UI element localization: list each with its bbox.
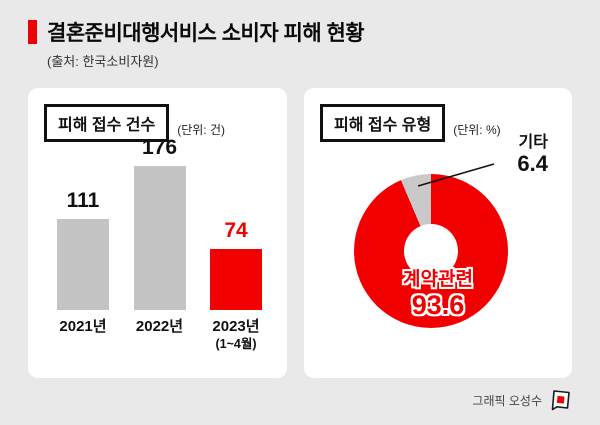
bar-value-label: 176 <box>141 136 178 159</box>
credit: 그래픽 오성수 <box>472 393 542 408</box>
header: 결혼준비대행서비스 소비자 피해 현황 <box>28 17 365 47</box>
donut-chart-panel-head: 피해 접수 유형 (단위: %) <box>320 104 501 142</box>
page-title: 결혼준비대행서비스 소비자 피해 현황 <box>47 22 365 45</box>
bar-chart-unit-label: (단위: 건) <box>177 123 225 137</box>
donut-label-etc: 기타 6.4 <box>517 134 548 176</box>
publisher-logo-icon <box>551 390 570 411</box>
source-note: (출처: 한국소비자원) <box>47 54 159 69</box>
bar-category-label: 2023년 (1~4월) <box>212 318 260 351</box>
bar <box>133 166 186 310</box>
bar-chart: 111 2021년 176 2022년 74 2023년 (1~4월) <box>42 136 277 366</box>
bar-chart-panel: 피해 접수 건수 (단위: 건) 111 2021년 176 2022년 74 2023년… <box>28 88 287 378</box>
etc-slice-label: 기타 <box>518 134 548 151</box>
donut-chart-unit-label: (단위: %) <box>453 123 501 137</box>
bar-category-label: 2021년 <box>59 318 107 335</box>
bar-category-label: 2022년 <box>135 318 184 335</box>
donut-hole <box>404 224 458 278</box>
title-accent-bar <box>28 20 37 44</box>
donut-label-contract: 계약관련 93.6 <box>304 269 572 321</box>
bar-chart-title: 피해 접수 건수 <box>44 104 170 142</box>
donut-ring <box>354 174 508 328</box>
donut-chart-title: 피해 접수 유형 <box>320 104 446 142</box>
bar-chart-panel-head: 피해 접수 건수 (단위: 건) <box>44 104 225 142</box>
footer: 그래픽 오성수 <box>472 389 572 411</box>
bar <box>210 249 262 310</box>
contract-slice-value: 93.6 <box>411 289 465 320</box>
bar-group: 111 2021년 <box>50 189 116 366</box>
contract-slice-label: 계약관련 <box>403 269 473 290</box>
bar-group: 176 2022년 <box>127 136 193 366</box>
etc-slice-value: 6.4 <box>517 150 548 176</box>
bar <box>57 219 109 310</box>
bar-group: 74 2023년 (1~4월) <box>203 219 269 366</box>
donut-chart-panel: 피해 접수 유형 (단위: %) 기타 6.4 계약관련 93.6 <box>304 88 572 378</box>
bar-value-label: 74 <box>224 219 248 243</box>
bar-value-label: 111 <box>66 189 100 213</box>
